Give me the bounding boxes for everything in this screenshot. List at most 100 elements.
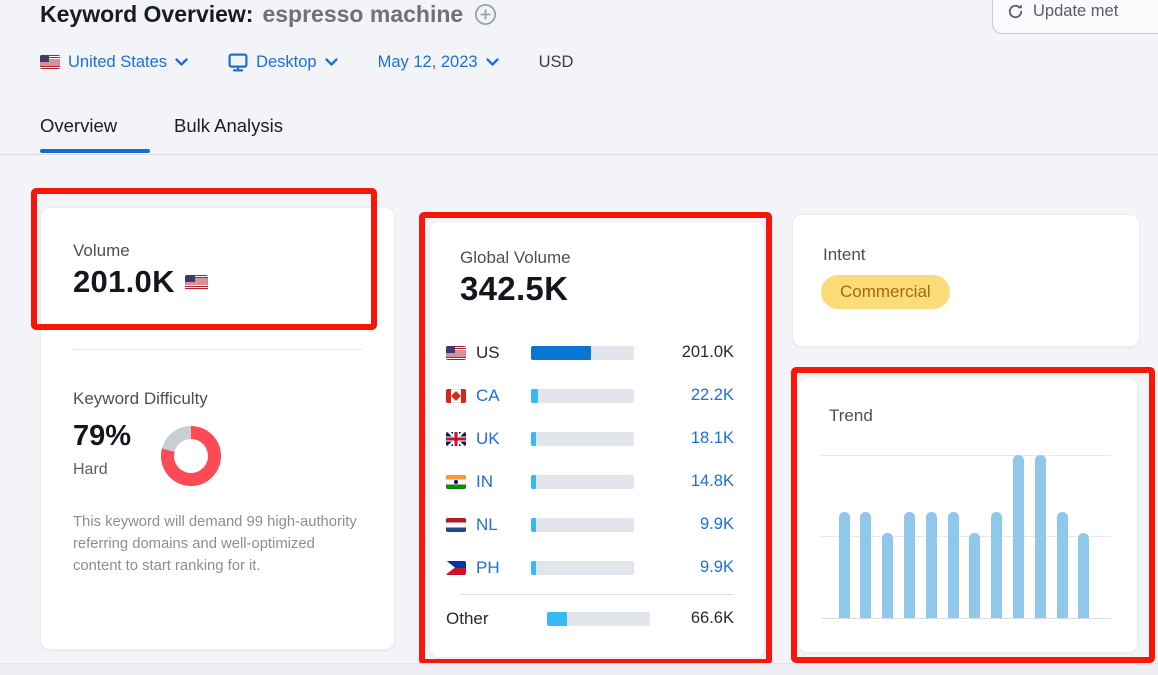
volume-bar-fill xyxy=(531,474,536,489)
desktop-icon xyxy=(228,53,248,72)
trend-bar xyxy=(860,512,872,618)
add-keyword-icon[interactable] xyxy=(474,3,497,26)
update-metrics-label: Update met xyxy=(1033,1,1119,20)
country-row-ph: PH 9.9K xyxy=(446,546,734,589)
country-code-link[interactable]: NL xyxy=(476,514,498,534)
volume-bar-fill xyxy=(547,611,567,626)
country-row-us: US 201.0K xyxy=(446,331,734,374)
country-code-link[interactable]: UK xyxy=(476,428,500,448)
trend-bar xyxy=(947,512,959,618)
page-title: Keyword Overview: espresso machine xyxy=(40,1,497,28)
chevron-down-icon xyxy=(324,57,338,67)
active-tab-underline xyxy=(40,149,150,153)
gridline xyxy=(821,536,1111,537)
keyword-difficulty-value-block: 79% Hard xyxy=(73,420,131,479)
country-volume-value: 201.0K xyxy=(681,343,734,361)
page-title-label: Keyword Overview: xyxy=(40,1,254,27)
trend-label: Trend xyxy=(829,406,873,425)
trend-bar xyxy=(903,512,915,618)
nl-flag-icon xyxy=(446,517,466,532)
country-volume-link[interactable]: 18.1K xyxy=(690,429,734,447)
bottom-section-edge xyxy=(0,663,1158,675)
tab-overview[interactable]: Overview xyxy=(40,115,118,136)
trend-bar-chart xyxy=(799,455,1139,619)
country-row-other: Other 66.6K xyxy=(446,597,734,640)
page-title-keyword: espresso machine xyxy=(262,1,464,27)
us-flag-icon xyxy=(446,345,466,360)
volume-bar xyxy=(531,345,634,360)
in-flag-icon xyxy=(446,474,466,489)
country-volume-link[interactable]: 14.8K xyxy=(690,472,734,490)
global-volume-label: Global Volume xyxy=(460,248,571,267)
country-volume-list: US 201.0K CA 22.2K UK 18.1K IN 14.8K xyxy=(446,331,734,640)
volume-value-row: 201.0K xyxy=(73,264,208,300)
chart-baseline xyxy=(821,618,1111,619)
chevron-down-icon xyxy=(485,57,499,67)
volume-value: 201.0K xyxy=(73,264,175,299)
keyword-difficulty-level: Hard xyxy=(73,461,108,478)
keyword-difficulty-label: Keyword Difficulty xyxy=(73,389,208,408)
country-code-link[interactable]: CA xyxy=(476,385,500,405)
gridline xyxy=(821,455,1111,456)
trend-bar xyxy=(882,533,894,618)
chevron-down-icon xyxy=(175,57,188,67)
volume-bar-fill xyxy=(531,560,536,575)
volume-label: Volume xyxy=(73,241,130,260)
tabs-divider xyxy=(0,154,1158,155)
update-metrics-button[interactable]: Update met xyxy=(992,0,1158,34)
country-row-in: IN 14.8K xyxy=(446,460,734,503)
country-volume-link[interactable]: 9.9K xyxy=(700,558,734,576)
other-label: Other xyxy=(446,608,489,628)
country-code-link[interactable]: PH xyxy=(476,557,500,577)
volume-bar xyxy=(531,560,634,575)
intent-badge-commercial: Commercial xyxy=(821,275,950,309)
other-row-divider xyxy=(460,594,734,595)
volume-bar xyxy=(531,388,634,403)
volume-bar-fill xyxy=(531,388,538,403)
date-selector-label: May 12, 2023 xyxy=(377,52,478,71)
device-selector[interactable]: Desktop xyxy=(228,53,338,72)
volume-bar xyxy=(547,611,650,626)
global-volume-card: Global Volume 342.5K US 201.0K CA 22.2K … xyxy=(429,221,765,658)
country-code: US xyxy=(476,342,500,362)
volume-bar-fill xyxy=(531,431,537,446)
keyword-difficulty-percent: 79% xyxy=(73,420,132,452)
volume-bar-fill xyxy=(531,345,592,360)
ca-flag-icon xyxy=(446,388,466,403)
country-code-link[interactable]: IN xyxy=(476,471,493,491)
trend-bar xyxy=(1034,455,1046,618)
intent-card: Intent Commercial xyxy=(792,214,1140,347)
volume-bar xyxy=(531,474,634,489)
trend-bar xyxy=(1078,533,1090,618)
country-selector[interactable]: United States xyxy=(40,53,188,72)
country-row-ca: CA 22.2K xyxy=(446,374,734,417)
country-volume-link[interactable]: 22.2K xyxy=(690,386,734,404)
uk-flag-icon xyxy=(446,431,466,446)
trend-bar xyxy=(991,512,1003,618)
volume-bar xyxy=(531,517,634,532)
date-selector[interactable]: May 12, 2023 xyxy=(378,53,499,72)
volume-difficulty-card: Volume 201.0K Keyword Difficulty 79% Har… xyxy=(40,207,395,650)
country-row-uk: UK 18.1K xyxy=(446,417,734,460)
keyword-difficulty-description: This keyword will demand 99 high-authori… xyxy=(73,514,357,574)
trend-bar xyxy=(925,512,937,618)
trend-bar xyxy=(1056,512,1068,618)
device-selector-label: Desktop xyxy=(256,52,317,71)
filter-bar: United States Desktop May 12, 2023 USD xyxy=(40,49,573,75)
trend-bar xyxy=(969,533,981,618)
country-volume-link[interactable]: 9.9K xyxy=(700,515,734,533)
trend-bar xyxy=(838,512,850,618)
country-selector-label: United States xyxy=(68,52,168,71)
other-volume-value: 66.6K xyxy=(690,609,734,627)
volume-bar-fill xyxy=(531,517,536,532)
tab-bulk-analysis[interactable]: Bulk Analysis xyxy=(174,115,283,136)
card-section-divider xyxy=(73,349,362,350)
us-flag-icon xyxy=(184,274,208,290)
country-row-nl: NL 9.9K xyxy=(446,503,734,546)
global-volume-value: 342.5K xyxy=(460,270,569,307)
intent-label: Intent xyxy=(823,245,866,264)
ph-flag-icon xyxy=(446,560,466,575)
trend-card: Trend xyxy=(798,377,1138,653)
currency-label: USD xyxy=(538,52,574,71)
